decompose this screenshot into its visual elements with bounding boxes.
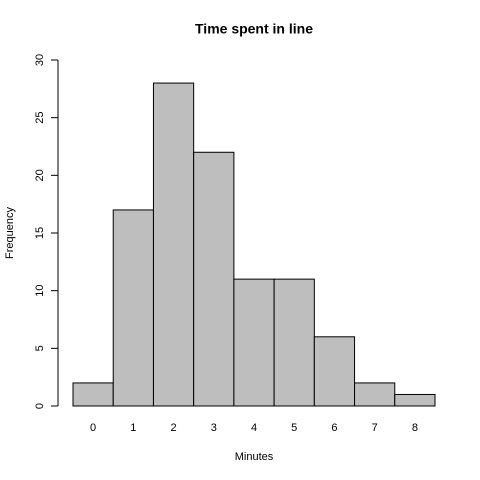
x-tick-label: 0 xyxy=(90,422,96,434)
y-tick-label: 30 xyxy=(34,54,46,66)
x-tick-label: 5 xyxy=(291,422,297,434)
chart-title: Time spent in line xyxy=(195,21,313,37)
bar xyxy=(152,82,195,407)
x-tick-label: 7 xyxy=(372,422,378,434)
bar xyxy=(112,209,154,407)
y-tick-label: 15 xyxy=(34,227,46,239)
y-tick-label: 10 xyxy=(34,285,46,297)
bar xyxy=(193,151,235,407)
bar xyxy=(354,382,396,407)
x-tick-label: 3 xyxy=(211,422,217,434)
bar xyxy=(313,336,356,407)
y-tick-label: 20 xyxy=(34,169,46,181)
bar xyxy=(273,278,315,407)
y-tick-label: 25 xyxy=(34,112,46,124)
x-tick-label: 1 xyxy=(130,422,136,434)
x-tick-label: 2 xyxy=(170,422,176,434)
y-tick-label: 0 xyxy=(34,403,46,409)
y-tick-label: 5 xyxy=(34,345,46,351)
bar xyxy=(72,382,114,407)
y-axis-label: Frequency xyxy=(4,207,16,259)
x-axis-label: Minutes xyxy=(235,451,274,463)
x-tick-label: 6 xyxy=(331,422,337,434)
x-tick-label: 4 xyxy=(251,422,257,434)
bar xyxy=(394,393,436,407)
x-tick-label: 8 xyxy=(412,422,418,434)
bar xyxy=(233,278,275,407)
